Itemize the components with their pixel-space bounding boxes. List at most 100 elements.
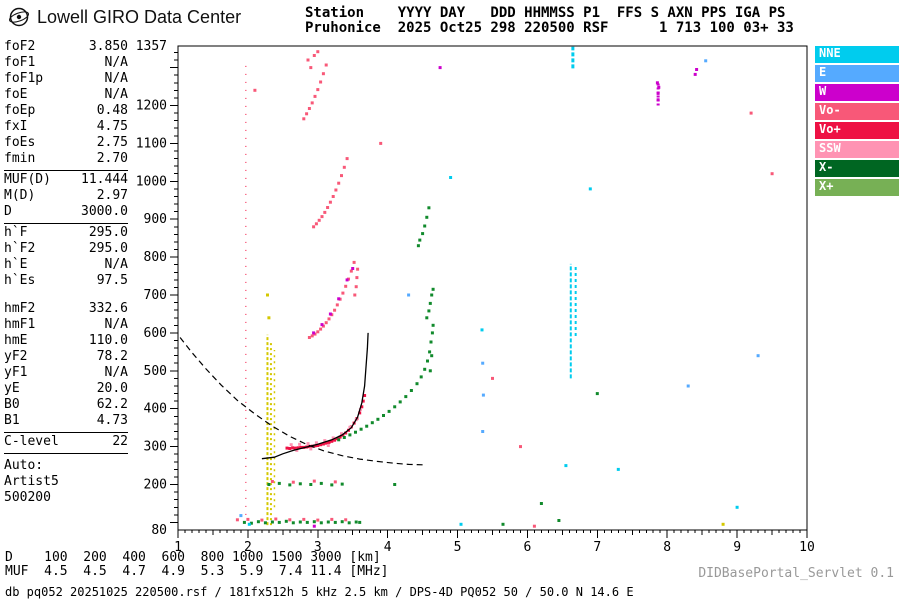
header-line-2: Pruhonice 2025 Oct25 298 220500 RSF 1 71… — [305, 20, 794, 36]
muf-table-values: MUF 4.5 4.5 4.7 4.9 5.3 5.9 7.4 11.4 [MH… — [5, 564, 389, 579]
param-label: D — [4, 204, 12, 219]
param-label: foF1 — [4, 55, 36, 70]
y-tick-label: 800 — [144, 250, 167, 265]
param-label: yE — [4, 381, 20, 396]
autoscaler-info-line: Auto: — [4, 458, 44, 473]
logo: Lowell GIRO Data Center — [8, 6, 241, 28]
param-value: 2.75 — [96, 135, 128, 150]
y-tick-label: 300 — [144, 440, 167, 455]
legend-item-Vo: Vo+ — [815, 122, 899, 139]
param-group: C-level 22 — [4, 433, 128, 454]
series-x-trace-hop2 — [425, 287, 435, 320]
interference-columns — [245, 46, 660, 526]
legend-item-X: X- — [815, 160, 899, 177]
y-tick-label: 700 — [144, 288, 167, 303]
y-tick-label: 200 — [144, 478, 167, 493]
y-tick-label: 1357 — [136, 39, 167, 54]
x-tick-label: 3 — [314, 540, 322, 555]
y-tick-label: 1200 — [136, 99, 167, 114]
series-o-trace-hop2 — [307, 260, 360, 339]
param-group: foF2 3.850 foF1 N/A foF1p N/A foE N/A foEp 0.48 fx… — [4, 38, 128, 171]
param-value: 62.2 — [96, 397, 128, 412]
param-value: 4.75 — [96, 119, 128, 134]
y-axis-ticks — [170, 51, 178, 523]
series-noise-blue — [239, 59, 760, 518]
series-o-trace-hop2-mix — [312, 267, 355, 335]
giro-logo-icon — [9, 7, 29, 27]
trace-legend: NNE E W Vo- Vo+ SSW X- X+ — [815, 46, 899, 198]
param-row-hF2: h`F2 295.0 — [4, 241, 128, 257]
param-value: N/A — [104, 87, 128, 102]
x-tick-label: 1 — [174, 540, 182, 555]
param-group: hmF2 332.6 hmF1 N/A hmE 110.0 yF2 78.2 yF1 N/A yE 2… — [4, 300, 128, 433]
param-row-hmF2: hmF2 332.6 — [4, 301, 128, 317]
series-noise-pink — [253, 88, 774, 528]
param-row-Clevel: C-level 22 — [4, 434, 128, 450]
param-row-fmin: fmin 2.70 — [4, 151, 128, 167]
logo-text: Lowell GIRO Data Center — [37, 6, 242, 27]
param-row-yF1: yF1 N/A — [4, 365, 128, 381]
series-noise-yellow — [266, 293, 725, 526]
param-label: M(D) — [4, 188, 36, 203]
param-value: 78.2 — [96, 349, 128, 364]
param-label: fmin — [4, 151, 36, 166]
param-value: 11.444 — [81, 172, 128, 187]
param-row-hEs: h`Es 97.5 — [4, 273, 128, 289]
y-tick-label: 500 — [144, 364, 167, 379]
param-value: 2.97 — [96, 188, 128, 203]
legend-item-NNE: NNE — [815, 46, 899, 63]
param-value: 22 — [112, 434, 128, 449]
y-tick-label: 600 — [144, 326, 167, 341]
param-value: N/A — [104, 365, 128, 380]
param-row-MUFD: MUF(D) 11.444 — [4, 172, 128, 188]
autoscaler-info-line: Artist5 — [4, 474, 59, 489]
param-label: h`E — [4, 257, 28, 272]
param-row-foEp: foEp 0.48 — [4, 103, 128, 119]
y-tick-label: 1000 — [136, 174, 167, 189]
param-value: N/A — [104, 71, 128, 86]
param-row-MD: M(D) 2.97 — [4, 188, 128, 204]
param-label: foF2 — [4, 39, 36, 54]
param-value: 0.48 — [96, 103, 128, 118]
autoscaler-info-line: 500200 — [4, 490, 51, 505]
legend-item-E: E — [815, 65, 899, 82]
param-label: B1 — [4, 413, 20, 428]
series-o-trace-hop4 — [302, 50, 328, 121]
x-tick-label: 7 — [593, 540, 601, 555]
param-value: 295.0 — [88, 241, 128, 256]
param-label: h`F — [4, 225, 28, 240]
param-row-foF1: foF1 N/A — [4, 55, 128, 71]
param-row-hmE: hmE 110.0 — [4, 333, 128, 349]
param-row-B1: B1 4.73 — [4, 413, 128, 429]
parameter-panel: foF2 3.850 foF1 N/A foF1p N/A foE N/A foEp 0.48 fx… — [4, 38, 128, 506]
legend-item-W: W — [815, 84, 899, 101]
param-value: 295.0 — [88, 225, 128, 240]
servlet-version-label: DIDBasePortal_Servlet 0.1 — [698, 566, 894, 581]
x-tick-label: 6 — [524, 540, 532, 555]
param-value: 4.73 — [96, 413, 128, 428]
param-row-hE: h`E N/A — [4, 257, 128, 273]
x-axis-ticks — [177, 530, 808, 538]
y-tick-label: 400 — [144, 402, 167, 417]
param-label: MUF(D) — [4, 172, 51, 187]
param-label: hmF1 — [4, 317, 36, 332]
param-row-foEs: foEs 2.75 — [4, 135, 128, 151]
x-tick-label: 2 — [244, 540, 252, 555]
legend-item-SSW: SSW — [815, 141, 899, 158]
param-value: 2.70 — [96, 151, 128, 166]
series-es-hop2 — [267, 481, 344, 487]
profile-dashed-curve — [179, 337, 423, 466]
param-value: 332.6 — [88, 301, 128, 316]
series-o-trace-hop3 — [312, 157, 349, 229]
series-o-trace-hop1-spread — [289, 408, 362, 452]
param-label: hmE — [4, 333, 28, 348]
y-tick-label: 1100 — [136, 136, 167, 151]
param-row-yE: yE 20.0 — [4, 381, 128, 397]
param-value: 3000.0 — [81, 204, 128, 219]
param-label: yF2 — [4, 349, 28, 364]
param-row-yF2: yF2 78.2 — [4, 349, 128, 365]
status-line: db pq052 20251025 220500.rsf / 181fx512h… — [5, 585, 634, 599]
x-tick-label: 10 — [799, 540, 815, 555]
